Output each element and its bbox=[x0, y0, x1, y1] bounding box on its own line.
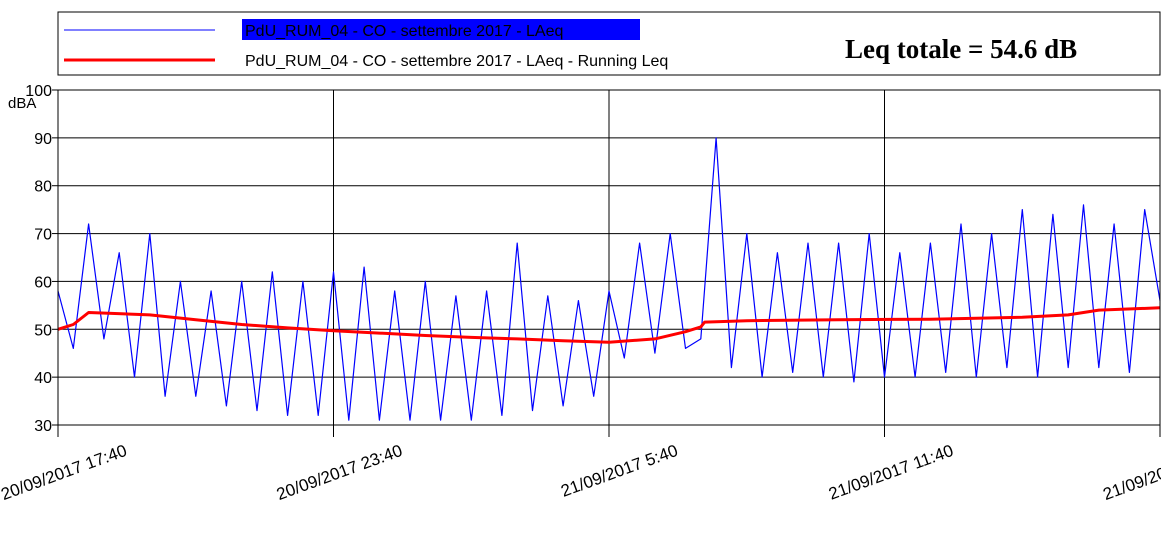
y-tick-label: 30 bbox=[34, 418, 52, 435]
x-tick-label: 21/09/2017 11:40 bbox=[826, 441, 956, 504]
x-tick-label: 20/09/2017 23:40 bbox=[274, 441, 405, 504]
legend-highlight bbox=[242, 19, 640, 40]
series-line bbox=[57, 137, 1161, 421]
plot-frame bbox=[57, 89, 1161, 426]
y-tick-label: 70 bbox=[34, 227, 52, 244]
y-tick-label: 40 bbox=[34, 370, 52, 387]
x-tick-label: 21/09/2017 17:40 bbox=[1100, 441, 1161, 504]
x-tick-label: 21/09/2017 5:40 bbox=[558, 441, 680, 501]
annotation: Leq totale = 54.6 dB bbox=[845, 34, 1077, 64]
legend-label: PdU_RUM_04 - CO - settembre 2017 - LAeq bbox=[245, 23, 563, 40]
y-tick-label: 100 bbox=[25, 83, 52, 100]
series-line bbox=[57, 306, 1161, 344]
x-tick-label: 20/09/2017 17:40 bbox=[0, 441, 129, 504]
y-tick-label: 90 bbox=[34, 131, 52, 148]
y-tick-label: 60 bbox=[34, 274, 52, 291]
y-tick-label: 50 bbox=[34, 322, 52, 339]
y-axis-label: dBA bbox=[8, 95, 36, 112]
y-tick-label: 80 bbox=[34, 179, 52, 196]
legend-label: PdU_RUM_04 - CO - settembre 2017 - LAeq … bbox=[245, 53, 668, 70]
